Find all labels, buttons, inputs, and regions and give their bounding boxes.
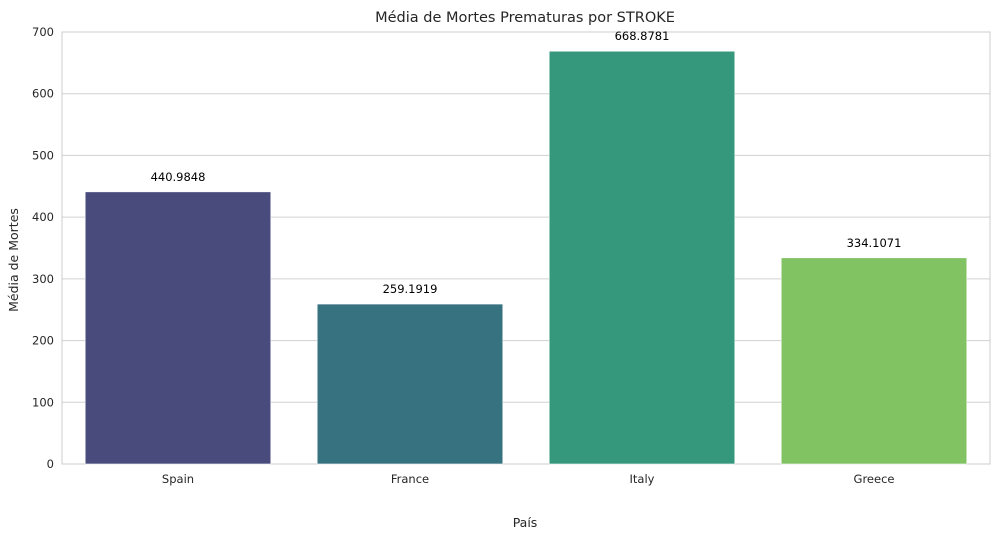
y-tick-label: 400 [32,210,54,224]
y-tick-label: 100 [32,395,54,409]
y-tick-label: 200 [32,334,54,348]
y-tick-label: 300 [32,272,54,286]
y-tick-label: 600 [32,87,54,101]
x-axis-ticks: Spain France Italy Greece [162,472,895,486]
bars [84,50,968,465]
y-axis-label: Média de Mortes [6,208,21,312]
x-tick-label: Italy [630,472,655,486]
chart-title: Média de Mortes Prematuras por STROKE [375,10,675,26]
bar-greece [780,257,968,465]
data-label: 668.8781 [615,29,670,43]
data-label: 440.9848 [151,170,206,184]
x-axis-label: País [513,515,538,530]
y-tick-label: 500 [32,148,54,162]
y-tick-label: 0 [47,457,54,471]
x-tick-label: Greece [854,472,895,486]
data-label: 334.1071 [847,236,902,250]
data-labels: 440.9848 259.1919 668.8781 334.1071 [151,29,902,296]
x-tick-label: France [391,472,429,486]
data-label: 259.1919 [383,282,438,296]
bar-france [316,303,504,465]
bar-spain [84,191,272,465]
y-axis-ticks: 0 100 200 300 400 500 600 700 [32,25,54,471]
y-tick-label: 700 [32,25,54,39]
bar-italy [548,50,736,465]
x-tick-label: Spain [162,472,194,486]
plot-area [61,31,991,465]
